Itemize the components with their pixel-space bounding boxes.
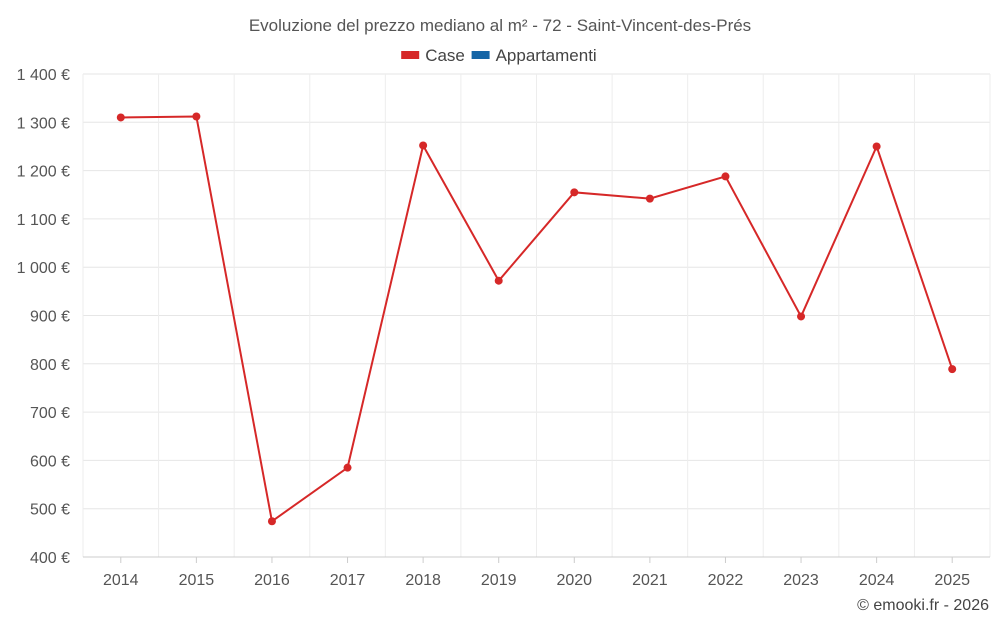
y-tick-label: 600 €	[30, 453, 70, 470]
x-tick-label: 2021	[632, 572, 668, 589]
data-point[interactable]	[872, 142, 881, 151]
legend-swatch	[471, 51, 490, 59]
x-tick-label: 2014	[103, 572, 139, 589]
y-tick-label: 1 400 €	[17, 67, 70, 84]
legend-item-appartamenti[interactable]: Appartamenti	[471, 46, 597, 65]
x-tick-label: 2017	[330, 572, 366, 589]
legend-swatch	[401, 51, 420, 59]
legend: Case Appartamenti	[401, 46, 597, 65]
legend-label: Appartamenti	[496, 46, 597, 65]
y-tick-label: 900 €	[30, 309, 70, 326]
legend-item-case[interactable]: Case	[401, 46, 465, 65]
data-point[interactable]	[570, 188, 579, 197]
data-point[interactable]	[116, 113, 125, 122]
grid	[82, 73, 991, 558]
data-point[interactable]	[267, 517, 276, 526]
y-tick-label: 400 €	[30, 550, 70, 567]
axes: 400 € 500 € 600 € 700 € 800 € 900 € 1 000 € 1 1…	[17, 67, 990, 589]
x-tick-label: 2019	[481, 572, 517, 589]
data-point[interactable]	[948, 365, 957, 374]
data-point[interactable]	[797, 312, 806, 321]
chart-title: Evoluzione del prezzo mediano al m² - 72…	[249, 16, 751, 35]
series-layer	[116, 112, 957, 526]
credit-text: © emooki.fr - 2026	[857, 597, 989, 614]
y-tick-label: 1 200 €	[17, 164, 70, 181]
data-point[interactable]	[494, 276, 503, 285]
x-tick-label: 2015	[179, 572, 215, 589]
x-tick-label: 2024	[859, 572, 895, 589]
y-tick-label: 1 100 €	[17, 212, 70, 229]
x-tick-label: 2018	[405, 572, 441, 589]
data-point[interactable]	[721, 172, 730, 181]
data-point[interactable]	[645, 194, 654, 203]
x-tick-label: 2020	[556, 572, 592, 589]
x-tick-label: 2023	[783, 572, 819, 589]
y-tick-label: 500 €	[30, 502, 70, 519]
series-line-case	[120, 115, 954, 523]
y-tick-label: 1 300 €	[17, 115, 70, 132]
x-tick-label: 2025	[934, 572, 970, 589]
y-tick-label: 800 €	[30, 357, 70, 374]
data-point[interactable]	[419, 141, 428, 150]
data-point[interactable]	[192, 112, 201, 121]
data-point[interactable]	[343, 463, 352, 472]
legend-label: Case	[425, 46, 465, 65]
y-tick-label: 1 000 €	[17, 260, 70, 277]
y-tick-label: 700 €	[30, 405, 70, 422]
x-tick-label: 2022	[708, 572, 744, 589]
x-tick-label: 2016	[254, 572, 290, 589]
